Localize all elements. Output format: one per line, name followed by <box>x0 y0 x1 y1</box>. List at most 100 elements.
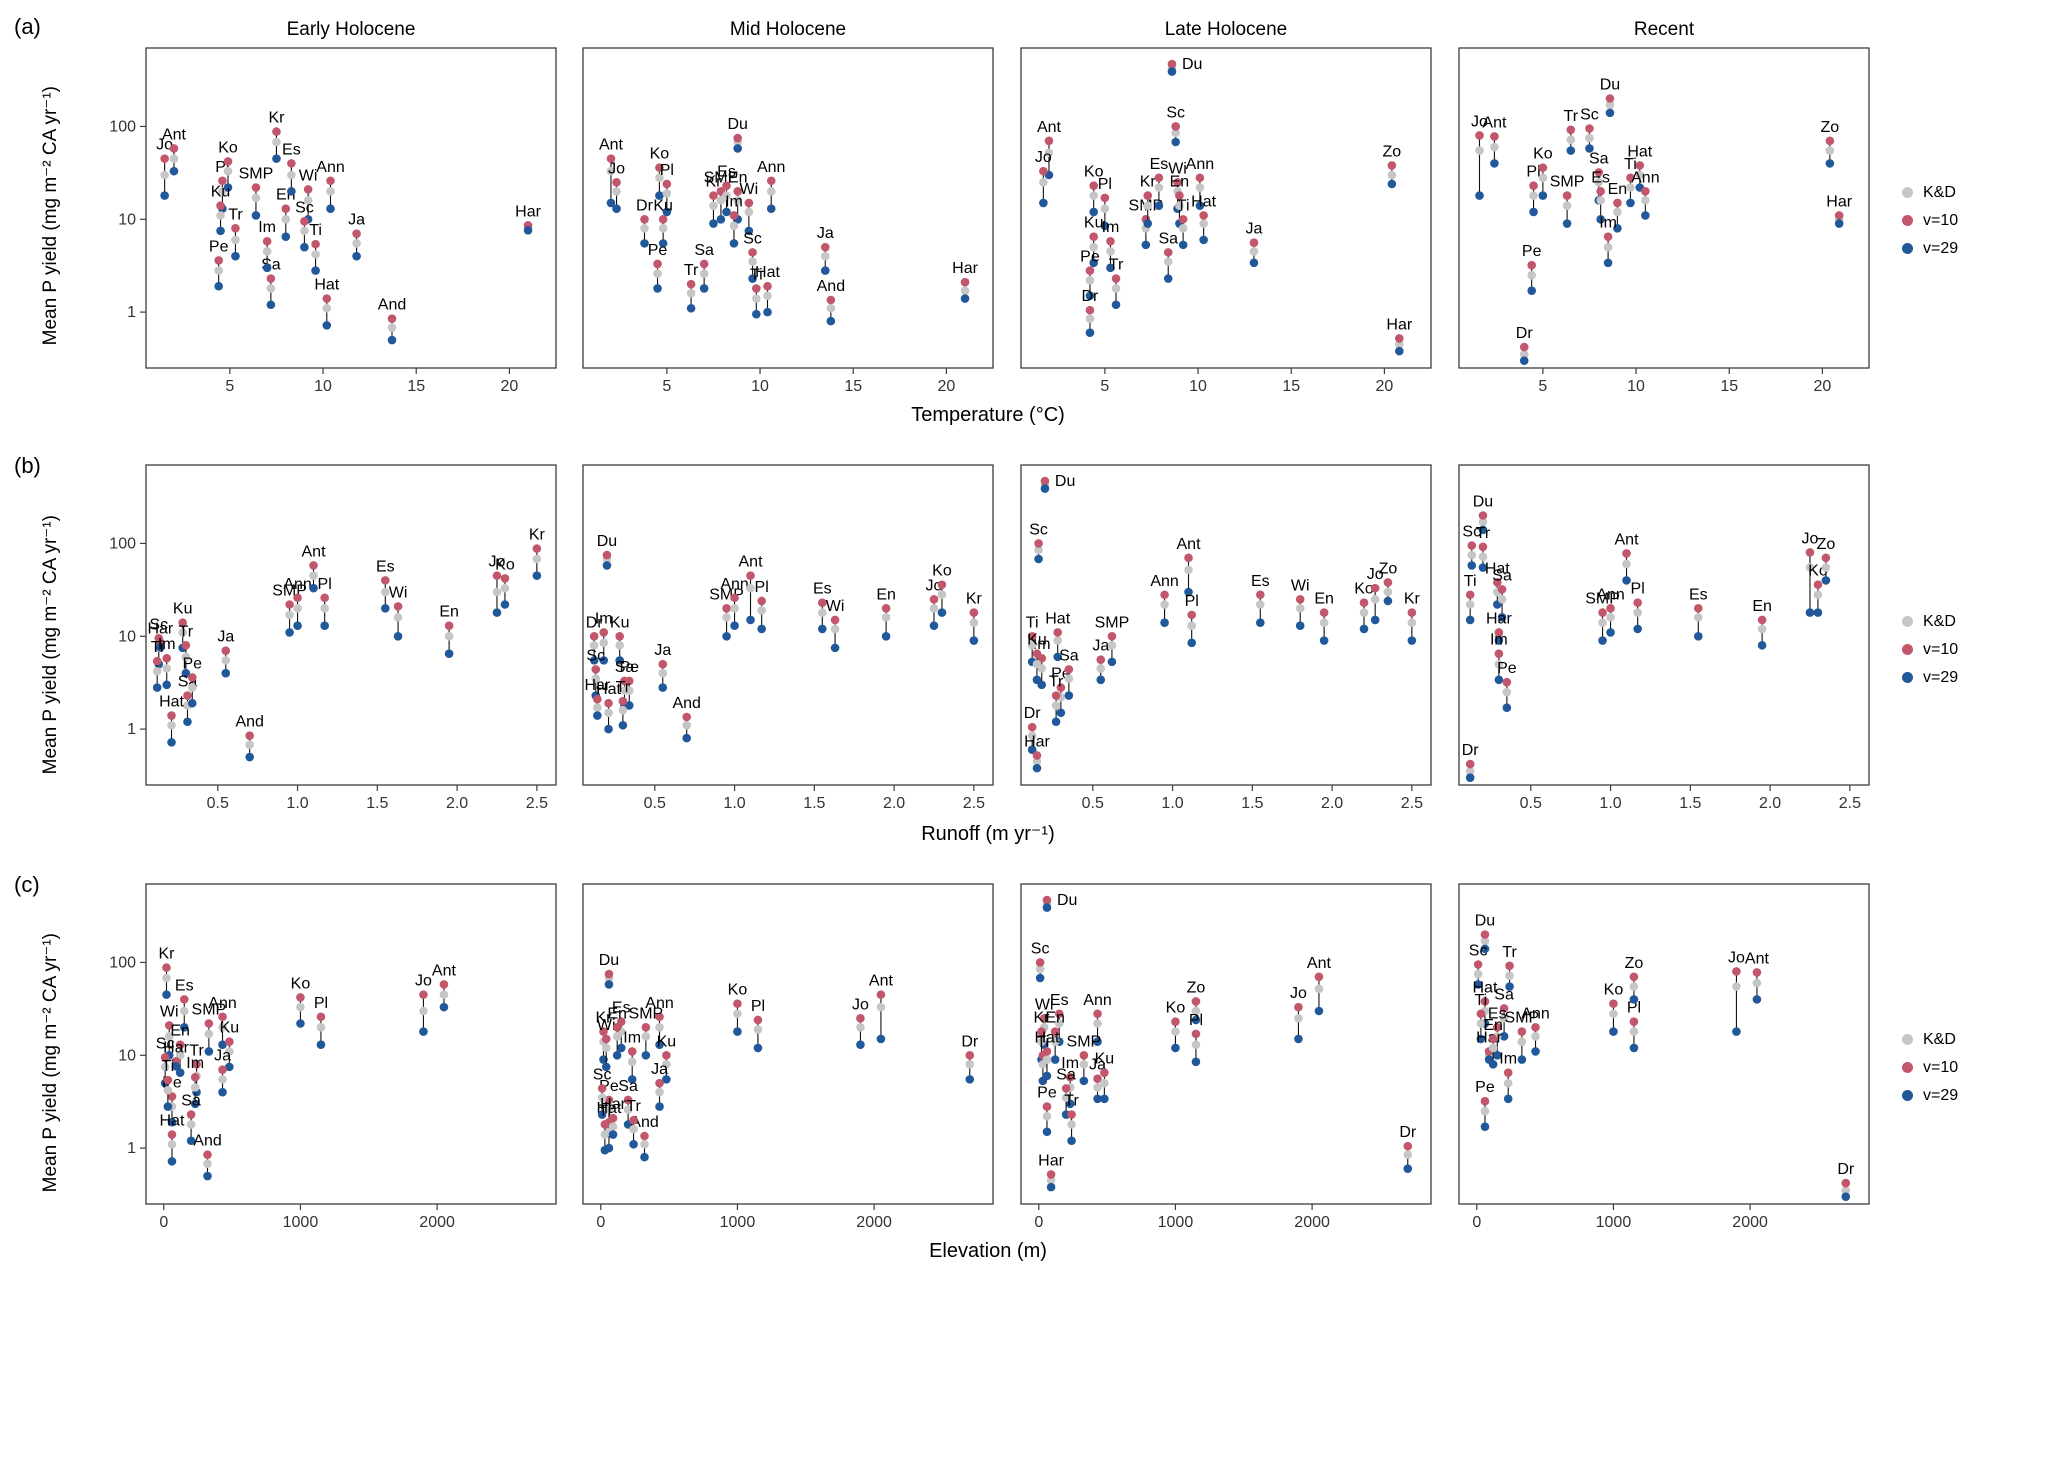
site-label: Es <box>1251 573 1270 590</box>
site-Ant: Ant <box>1614 531 1639 585</box>
point-kd <box>500 583 510 593</box>
point-v29 <box>1480 1122 1489 1132</box>
point-kd <box>1032 659 1042 669</box>
site-label: Pe <box>1475 1079 1495 1096</box>
site-label: Pl <box>660 162 674 179</box>
site-label: SMP <box>1067 1033 1102 1050</box>
legend-item-k-d: K&D <box>1902 613 2046 631</box>
point-v10 <box>1612 198 1622 208</box>
point-v10 <box>162 963 171 972</box>
site-SMP: SMP <box>239 165 273 220</box>
point-kd <box>223 166 233 176</box>
point-v29 <box>601 1145 610 1155</box>
point-v10 <box>655 163 665 172</box>
point-v29 <box>821 266 831 275</box>
point-v29 <box>167 1117 177 1127</box>
point-kd <box>1632 608 1642 617</box>
site-Ann: Ann <box>1150 573 1179 628</box>
site-label: And <box>673 695 701 712</box>
x-tick-label: 1.5 <box>1241 795 1263 812</box>
legend-item-v-10: v=10 <box>1902 1059 2046 1077</box>
point-v10 <box>930 595 939 604</box>
site-Ant: Ant <box>739 554 764 625</box>
point-v10 <box>167 1130 177 1139</box>
point-v29 <box>1840 1192 1850 1201</box>
site-And: And <box>235 714 264 762</box>
ylabel-box-c: Mean P yield (mg m⁻² CA yr⁻¹) <box>40 902 62 1223</box>
x-tick-label: 5 <box>1100 378 1109 395</box>
site-label: Ko <box>495 556 515 573</box>
point-v29 <box>320 621 329 631</box>
point-kd <box>1480 936 1489 946</box>
site-label: Pe <box>1521 243 1541 260</box>
point-v29 <box>1178 240 1188 250</box>
point-kd <box>1050 1037 1060 1047</box>
site-label: Kr <box>1140 174 1157 191</box>
point-kd <box>877 1002 886 1012</box>
site-label: Im <box>258 219 276 236</box>
point-v29 <box>602 1062 612 1072</box>
site-label: Wi <box>597 1017 616 1034</box>
site-label: Ko <box>728 982 748 999</box>
site-label: Pl <box>1098 176 1112 193</box>
point-v29 <box>1528 207 1538 217</box>
site-label: Sa <box>1494 986 1514 1003</box>
point-v10 <box>187 673 197 682</box>
point-kd <box>1295 604 1305 613</box>
site-Tr: Tr <box>1109 257 1124 310</box>
point-kd <box>187 683 197 692</box>
y-tick-label: 1 <box>127 1140 136 1157</box>
point-v10 <box>1079 1050 1089 1060</box>
point-v29 <box>655 1040 665 1050</box>
site-Ja: Ja <box>655 642 672 692</box>
point-v10 <box>591 665 601 674</box>
point-v10 <box>938 580 947 589</box>
point-v10 <box>285 600 294 609</box>
point-v10 <box>1693 604 1703 613</box>
site-Ti: Ti <box>1177 197 1189 250</box>
site-Ja: Ja <box>348 212 365 261</box>
point-v29 <box>1370 615 1380 625</box>
point-v10 <box>1621 549 1631 558</box>
site-Es: Es <box>1688 586 1707 641</box>
site-label: Ku <box>220 1020 240 1037</box>
site-label: Ja <box>214 1048 231 1065</box>
point-kd <box>607 166 616 176</box>
point-v29 <box>221 668 231 678</box>
site-label: Pl <box>1626 1000 1640 1017</box>
point-v10 <box>1034 539 1043 548</box>
point-v10 <box>1027 631 1037 641</box>
point-v29 <box>532 571 542 580</box>
site-En: En <box>608 1005 627 1060</box>
point-v10 <box>763 281 773 291</box>
site-Har: Har <box>1386 316 1413 356</box>
site-Jo: Jo <box>1035 149 1052 208</box>
point-kd <box>326 187 335 196</box>
legend-dot-icon <box>1902 215 1913 226</box>
point-kd <box>1465 767 1474 776</box>
site-label: Har <box>515 203 541 220</box>
site-label: Tr <box>1049 674 1064 691</box>
point-v29 <box>763 307 773 317</box>
site-label: Tr <box>1064 1093 1079 1110</box>
x-tick-label: 0 <box>159 1214 168 1231</box>
point-v10 <box>1566 125 1575 135</box>
point-v10 <box>624 1095 633 1105</box>
point-kd <box>1175 201 1184 211</box>
site-label: Ann <box>283 576 311 593</box>
point-kd <box>320 604 329 613</box>
site-Ann: Ann <box>646 995 674 1050</box>
y-axis-label-c: Mean P yield (mg m⁻² CA yr⁻¹) <box>40 932 61 1193</box>
point-kd <box>169 154 179 163</box>
site-Dr: Dr <box>1461 742 1479 782</box>
point-v10 <box>1040 476 1050 486</box>
point-kd <box>1294 1014 1303 1023</box>
site-En: En <box>439 604 459 658</box>
site-label: Tr <box>1109 257 1124 274</box>
point-v29 <box>156 643 165 652</box>
site-label: Es <box>718 164 737 181</box>
point-kd <box>1629 1027 1638 1036</box>
point-kd <box>1499 1014 1508 1023</box>
site-label: Zo <box>1383 143 1402 160</box>
point-v10 <box>214 256 223 265</box>
